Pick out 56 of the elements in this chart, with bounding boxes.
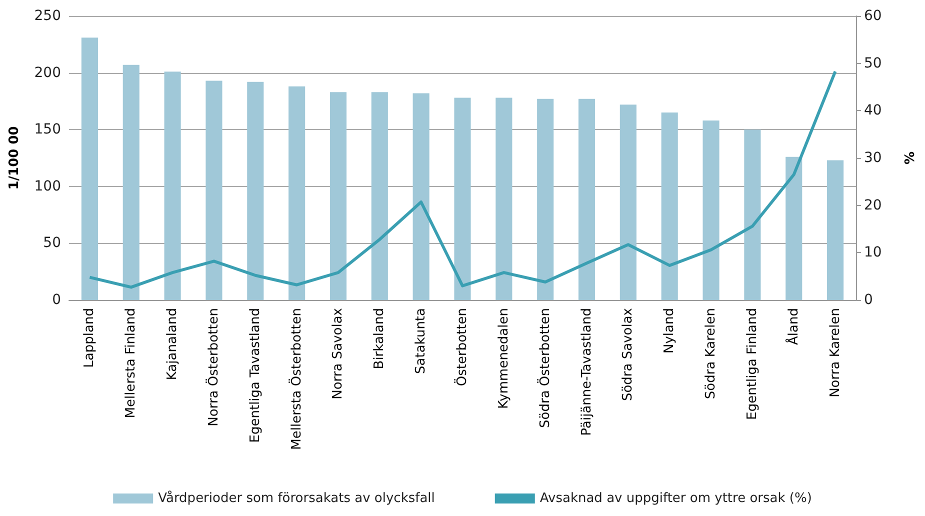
bar xyxy=(620,104,636,300)
bar xyxy=(122,64,140,300)
x-tick-label: Södra Karelen xyxy=(704,308,719,400)
x-tick-label: Mellersta Österbotten xyxy=(288,308,304,450)
bar xyxy=(206,80,222,300)
x-tick-label: Södra Savolax xyxy=(620,308,636,402)
bar xyxy=(786,156,802,300)
x-tick-label: Åland xyxy=(784,308,802,345)
bar xyxy=(454,98,471,300)
y-tick-label: 0 xyxy=(52,292,61,308)
bar xyxy=(537,98,554,300)
bar xyxy=(702,120,720,300)
legend-label: Vårdperioder som förorsakats av olycksfall xyxy=(158,490,435,506)
bar xyxy=(164,72,181,300)
bar xyxy=(578,98,596,300)
bar xyxy=(247,82,264,300)
x-tick-label: Södra Österbotten xyxy=(536,308,553,428)
y-tick-label: 250 xyxy=(34,8,61,24)
y-tick-label: 150 xyxy=(34,122,61,138)
x-tick-label: Norra Österbotten xyxy=(205,308,222,426)
bar xyxy=(412,93,430,300)
bar xyxy=(330,92,347,300)
x-tick-label: Lappland xyxy=(82,308,98,368)
y-tick-label: 200 xyxy=(34,64,61,81)
y2-tick-label: 60 xyxy=(864,8,882,24)
y-tick-label: 50 xyxy=(43,235,61,252)
y2-tick-label: 50 xyxy=(864,55,882,72)
bar xyxy=(827,160,844,300)
x-tick-label: Norra Karelen xyxy=(828,308,843,398)
bar xyxy=(288,86,306,300)
x-tick-label: Satakunta xyxy=(414,308,429,374)
x-tick-label: Mellersta Finland xyxy=(124,308,139,418)
x-tick-label: Egentliga Tavastland xyxy=(248,308,263,443)
y2-tick-label: 40 xyxy=(864,102,882,119)
bar xyxy=(496,98,512,300)
legend-label: Avsaknad av uppgifter om yttre orsak (%) xyxy=(540,491,812,506)
line-series xyxy=(88,70,837,289)
y2-tick-label: 30 xyxy=(864,150,882,166)
y2-tick-label: 0 xyxy=(864,292,873,308)
bar xyxy=(81,38,98,300)
y2-tick-label: 20 xyxy=(864,197,882,214)
y2-axis-title: % xyxy=(903,151,918,165)
x-tick-label: Birkaland xyxy=(372,308,388,370)
y-tick-label: 100 xyxy=(34,178,61,194)
x-tick-label: Österbotten xyxy=(454,308,470,386)
y-axis-title: 1/100 00 xyxy=(7,126,22,190)
x-tick-label: Päijänne-Tavastland xyxy=(579,308,594,436)
y2-tick-label: 10 xyxy=(864,244,882,261)
x-tick-label: Nyland xyxy=(662,308,678,354)
x-tick-label: Egentliga Finland xyxy=(744,308,760,420)
x-tick-label: Kajanaland xyxy=(165,308,180,380)
bar xyxy=(371,92,388,300)
bar xyxy=(744,130,761,300)
x-tick-label: Kymmenedalen xyxy=(496,308,512,409)
bar xyxy=(661,112,678,300)
x-tick-label: Norra Savolax xyxy=(330,308,346,400)
